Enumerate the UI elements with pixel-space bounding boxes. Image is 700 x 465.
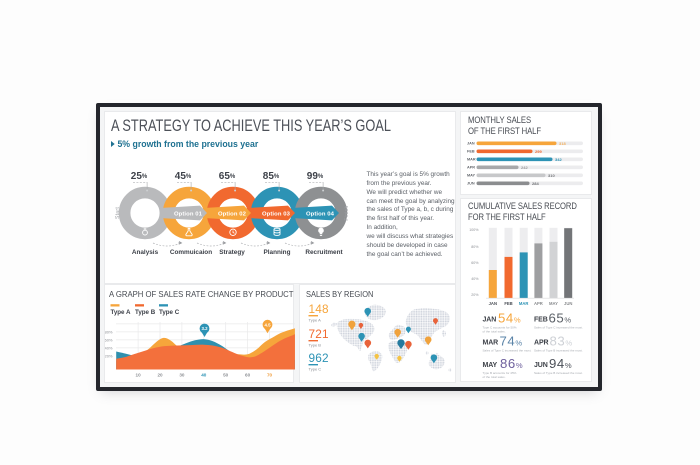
svg-text:Type B: Type B bbox=[135, 309, 156, 316]
svg-text:Planning: Planning bbox=[263, 249, 290, 256]
svg-text:JAN: JAN bbox=[489, 301, 497, 306]
svg-text:94%: 94% bbox=[549, 356, 572, 371]
svg-text:83%: 83% bbox=[550, 334, 573, 349]
svg-text:FEB: FEB bbox=[534, 317, 548, 324]
svg-text:Type C accounts for 50%: Type C accounts for 50% bbox=[483, 326, 517, 330]
svg-text:Finish: Finish bbox=[344, 205, 350, 220]
svg-text:APR: APR bbox=[534, 340, 549, 347]
svg-text:MAY: MAY bbox=[483, 362, 498, 369]
svg-text:310: 310 bbox=[548, 173, 555, 178]
svg-text:85%: 85% bbox=[262, 171, 279, 182]
svg-text:86%: 86% bbox=[500, 356, 523, 371]
svg-text:54%: 54% bbox=[498, 311, 521, 326]
svg-text:Sales of Type C increased the: Sales of Type C increased the most. bbox=[483, 349, 532, 353]
svg-text:50: 50 bbox=[223, 373, 229, 378]
svg-text:APR: APR bbox=[534, 301, 543, 306]
svg-text:4.5: 4.5 bbox=[264, 322, 271, 327]
svg-text:70: 70 bbox=[266, 373, 272, 378]
svg-text:MAY: MAY bbox=[467, 174, 476, 178]
svg-text:Sales of Type C increased the: Sales of Type C increased the most. bbox=[534, 326, 583, 330]
svg-text:JUN: JUN bbox=[534, 362, 548, 369]
svg-text:40%: 40% bbox=[105, 346, 113, 351]
svg-text:JAN: JAN bbox=[467, 142, 475, 146]
svg-text:Type A: Type A bbox=[110, 309, 130, 316]
svg-text:FEB: FEB bbox=[467, 150, 475, 154]
svg-text:MAR: MAR bbox=[519, 301, 529, 306]
svg-text:Option 02: Option 02 bbox=[217, 211, 246, 217]
svg-text:318: 318 bbox=[559, 141, 566, 146]
svg-text:242: 242 bbox=[521, 165, 528, 170]
svg-text:MAR: MAR bbox=[467, 158, 476, 162]
svg-text:MAY: MAY bbox=[549, 301, 558, 306]
svg-text:100%: 100% bbox=[469, 228, 479, 232]
svg-text:Option 04: Option 04 bbox=[305, 211, 334, 217]
svg-text:Type A: Type A bbox=[309, 318, 322, 323]
svg-text:65%: 65% bbox=[218, 171, 235, 182]
svg-text:80%: 80% bbox=[105, 330, 113, 335]
svg-text:JUN: JUN bbox=[467, 182, 475, 186]
svg-text:FEB: FEB bbox=[504, 301, 512, 306]
svg-text:of the total sales.: of the total sales. bbox=[483, 375, 506, 379]
svg-text:99%: 99% bbox=[306, 171, 323, 182]
svg-text:74%: 74% bbox=[500, 334, 523, 349]
svg-text:65%: 65% bbox=[549, 311, 572, 326]
svg-text:148: 148 bbox=[309, 302, 330, 316]
svg-text:Type C: Type C bbox=[309, 367, 322, 372]
svg-text:962: 962 bbox=[309, 351, 329, 365]
svg-text:721: 721 bbox=[309, 327, 329, 341]
svg-text:60: 60 bbox=[245, 373, 251, 378]
svg-text:Option 01: Option 01 bbox=[173, 211, 202, 217]
svg-text:25%: 25% bbox=[130, 171, 147, 182]
svg-text:10: 10 bbox=[135, 373, 141, 378]
svg-text:Strategy: Strategy bbox=[219, 249, 245, 256]
svg-text:Type C: Type C bbox=[159, 309, 180, 316]
svg-text:60%: 60% bbox=[105, 338, 113, 343]
svg-text:Type B accounts for 45%: Type B accounts for 45% bbox=[483, 371, 517, 375]
svg-text:40: 40 bbox=[201, 373, 207, 378]
svg-text:30: 30 bbox=[179, 373, 185, 378]
svg-text:Option 03: Option 03 bbox=[261, 211, 290, 217]
svg-text:Type B: Type B bbox=[309, 343, 322, 348]
svg-text:80%: 80% bbox=[471, 245, 479, 249]
svg-text:Analysis: Analysis bbox=[131, 249, 158, 256]
svg-text:APR: APR bbox=[467, 166, 475, 170]
svg-text:JUN: JUN bbox=[564, 301, 572, 306]
svg-text:3.2: 3.2 bbox=[201, 326, 208, 331]
svg-text:20: 20 bbox=[157, 373, 163, 378]
svg-text:Commuicaion: Commuicaion bbox=[169, 249, 211, 256]
svg-text:Sales of Type B increased the: Sales of Type B increased the most. bbox=[534, 371, 583, 375]
svg-text:60%: 60% bbox=[471, 261, 479, 265]
svg-text:342: 342 bbox=[555, 157, 562, 162]
svg-text:40%: 40% bbox=[471, 277, 479, 281]
svg-text:20%: 20% bbox=[471, 293, 479, 297]
svg-text:Sales of Type B increased the: Sales of Type B increased the most. bbox=[534, 349, 583, 353]
svg-text:Recruitment: Recruitment bbox=[305, 249, 343, 256]
svg-text:Start: Start bbox=[115, 207, 121, 219]
svg-text:JAN: JAN bbox=[483, 317, 497, 324]
svg-text:of the total sales.: of the total sales. bbox=[483, 330, 506, 334]
svg-text:MAR: MAR bbox=[483, 340, 499, 347]
svg-text:299: 299 bbox=[535, 149, 542, 154]
svg-text:284: 284 bbox=[532, 181, 539, 186]
svg-text:45%: 45% bbox=[174, 171, 191, 182]
svg-text:20%: 20% bbox=[105, 354, 113, 359]
